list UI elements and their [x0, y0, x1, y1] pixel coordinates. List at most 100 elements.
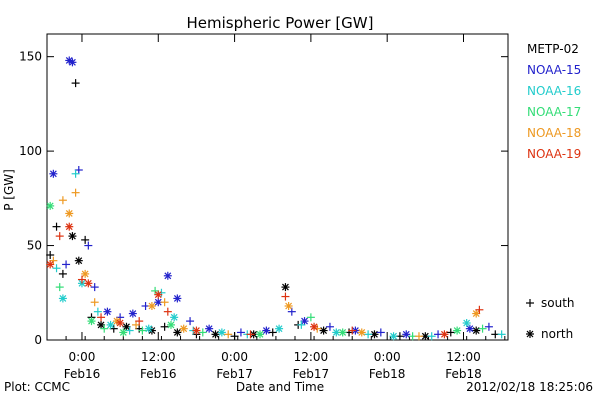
- marker-legend-symbol: [526, 299, 534, 307]
- data-point: [90, 283, 99, 292]
- data-point: [144, 324, 153, 333]
- data-point: [472, 326, 481, 335]
- x-axis-label: Date and Time: [236, 380, 324, 394]
- x-tick-label: 12:00: [294, 350, 329, 364]
- data-point: [478, 324, 487, 333]
- data-point: [74, 256, 83, 265]
- data-point: [71, 188, 80, 197]
- data-point: [497, 330, 506, 339]
- data-point: [46, 201, 55, 210]
- data-point: [160, 298, 169, 307]
- data-point: [93, 307, 102, 316]
- data-point: [84, 241, 93, 250]
- data-point: [125, 326, 134, 335]
- data-point: [310, 322, 319, 331]
- plot-frame: [46, 33, 509, 341]
- marker-legend-label: south: [541, 296, 575, 310]
- data-point: [81, 235, 90, 244]
- data-point: [465, 324, 474, 333]
- data-point: [81, 269, 90, 278]
- data-point: [224, 330, 233, 339]
- legend: METP-02 NOAA-15 NOAA-16 NOAA-17 NOAA-18 NOAA-…: [527, 42, 581, 161]
- data-point: [186, 317, 195, 326]
- legend-entry: NOAA-16: [527, 84, 581, 98]
- data-point: [103, 307, 112, 316]
- data-point: [446, 328, 455, 337]
- legend-entry: METP-02: [527, 42, 579, 56]
- data-point: [77, 275, 86, 284]
- data-point: [163, 307, 172, 316]
- marker-legend: south north: [526, 296, 575, 341]
- data-point: [198, 328, 207, 337]
- y-tick-label: 50: [27, 239, 42, 253]
- data-point: [119, 328, 128, 337]
- data-point: [427, 332, 436, 341]
- data-point: [84, 279, 93, 288]
- data-point: [58, 269, 67, 278]
- data-point: [357, 328, 366, 337]
- x-tick-sublabel: Feb16: [140, 367, 177, 381]
- data-point: [138, 326, 147, 335]
- data-point: [440, 330, 449, 339]
- x-tick-sublabel: Feb18: [445, 367, 482, 381]
- data-point: [147, 302, 156, 310]
- data-point: [475, 305, 484, 314]
- data-point: [364, 330, 373, 339]
- data-point: [71, 79, 80, 88]
- data-point: [97, 313, 106, 322]
- data-point: [297, 320, 306, 329]
- data-point: [68, 58, 77, 67]
- data-point: [49, 169, 58, 178]
- data-point: [154, 290, 163, 299]
- data-point: [262, 326, 271, 335]
- data-point: [160, 322, 169, 331]
- data-point: [325, 322, 334, 331]
- data-point: [348, 326, 357, 335]
- data-point: [90, 298, 99, 307]
- data-point: [170, 313, 179, 322]
- data-point: [211, 330, 220, 339]
- data-point: [256, 330, 265, 339]
- x-tick-sublabel: Feb17: [293, 367, 330, 381]
- chart-title: Hemispheric Power [GW]: [187, 14, 374, 32]
- data-point: [87, 317, 96, 326]
- data-point: [71, 169, 80, 178]
- data-point: [135, 317, 144, 326]
- data-point: [46, 251, 55, 259]
- data-point: [484, 322, 493, 331]
- x-tick-sublabel: Feb17: [216, 367, 253, 381]
- y-tick-label: 150: [19, 50, 42, 64]
- data-point: [472, 309, 481, 318]
- data-point: [414, 332, 423, 341]
- data-point: [52, 264, 61, 273]
- data-point: [55, 283, 64, 292]
- x-tick-sublabel: Feb18: [369, 367, 406, 381]
- data-point: [319, 326, 328, 335]
- data-point: [116, 319, 125, 327]
- data-point: [376, 328, 385, 337]
- legend-entry: NOAA-19: [527, 147, 581, 161]
- data-point: [52, 222, 61, 231]
- marker-legend-label: north: [541, 327, 573, 341]
- data-point: [281, 283, 290, 292]
- data-point: [106, 320, 115, 329]
- data-point: [338, 328, 347, 337]
- x-tick-label: 0:00: [221, 350, 248, 364]
- y-axis: 0 50 100 150: [19, 50, 508, 347]
- data-point: [173, 294, 182, 303]
- data-point: [287, 307, 296, 316]
- x-axis: 0:00 Feb16 12:00 Feb16 0:00 Feb17 12:00 Feb17 0:…: [46, 34, 506, 381]
- y-tick-label: 100: [19, 144, 42, 158]
- legend-entry: NOAA-17: [527, 105, 581, 119]
- data-point: [453, 326, 462, 335]
- data-point: [58, 294, 67, 303]
- data-point: [230, 332, 239, 341]
- data-point: [205, 324, 214, 333]
- data-point: [236, 328, 245, 337]
- x-tick-label: 12:00: [141, 350, 176, 364]
- data-point: [281, 292, 290, 301]
- legend-entry: NOAA-15: [527, 63, 581, 77]
- plot-credit: Plot: CCMC: [4, 380, 70, 394]
- y-tick-label: 0: [34, 333, 42, 347]
